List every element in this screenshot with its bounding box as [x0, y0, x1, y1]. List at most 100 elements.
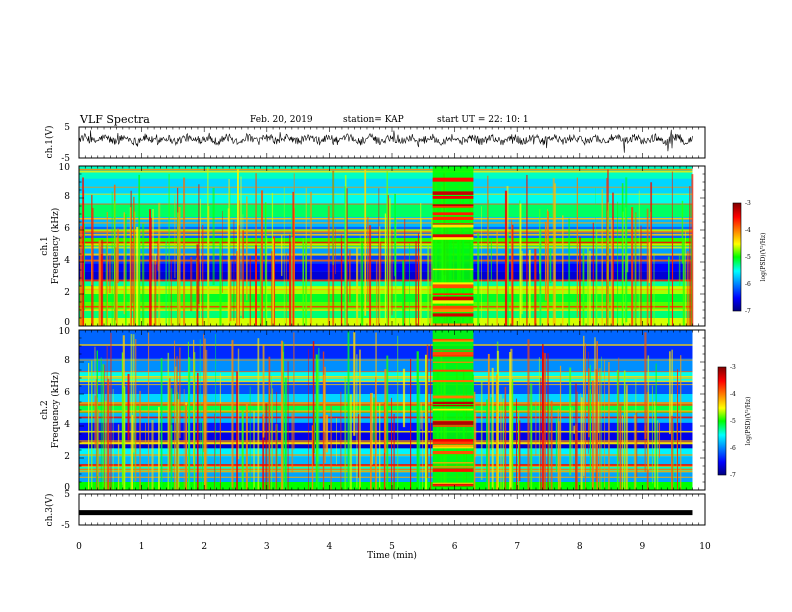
spectrogram-streak [504, 386, 507, 490]
spectrogram-streak [576, 177, 578, 318]
spectrogram-streak [133, 196, 135, 326]
ch1-waveform-trace [79, 129, 693, 153]
spectrogram-burst-line [432, 405, 474, 407]
spectrogram-streak [336, 418, 337, 465]
spectrogram-streak [241, 409, 244, 490]
spectrogram-streak [689, 261, 692, 326]
spectrogram-streak [369, 393, 372, 490]
spectrogram-streak [598, 401, 600, 433]
spectrogram-streak [568, 218, 571, 326]
spectrogram-burst-line [432, 305, 474, 309]
spectrogram-burst-line [432, 450, 474, 455]
ch1-ytick-bottom: -5 [61, 154, 70, 164]
ch1-ytick-top: 5 [64, 123, 70, 133]
spectrogram-burst-line [432, 293, 474, 296]
spectrogram-streak [130, 333, 133, 490]
spectrogram-streak [544, 353, 546, 490]
spectrogram-streak [519, 203, 522, 326]
spectrogram-streak [154, 253, 157, 265]
spectrogram-streak [557, 408, 559, 481]
spectrogram-streak [555, 418, 558, 472]
spectrogram-streak [344, 376, 347, 490]
spectrogram-streak [416, 351, 419, 490]
spectrogram-line [79, 168, 693, 171]
spectrogram-streak [607, 210, 608, 326]
spectrogram-streak [116, 228, 119, 283]
cb1-label: log(PSD)(V²/Hz) [760, 233, 767, 282]
spectrogram-streak [596, 231, 598, 326]
spectrogram-streak [215, 333, 217, 490]
spectrogram-streak [95, 378, 98, 490]
spectrogram-streak [104, 364, 106, 490]
spectrogram-streak [80, 225, 83, 326]
spectrogram-streak [190, 256, 193, 312]
spectrogram-streak [270, 251, 273, 326]
spec1-ylabel-channel: ch.1 [40, 236, 50, 255]
spectrogram-streak [610, 219, 613, 326]
spectrogram-streak [280, 340, 284, 490]
spectrogram-streak [266, 236, 268, 326]
spectrogram-streak [122, 388, 125, 490]
spectrogram-streak [346, 188, 348, 326]
spectrogram-streak [257, 338, 260, 490]
spectrogram-streak [284, 377, 287, 490]
spec2-ytick-8: 8 [64, 356, 70, 366]
spectrogram-streak [183, 177, 186, 326]
spectrogram-streak [420, 203, 422, 326]
spectrogram-streak [170, 260, 172, 326]
spectrogram-streak [625, 385, 628, 490]
spectrogram-streak [335, 227, 336, 275]
spectrogram-streak [98, 240, 101, 326]
spectrogram-streak [391, 397, 393, 490]
spectrogram-streak [678, 255, 681, 286]
spectrogram-streak [104, 400, 107, 490]
xtick-9: 9 [640, 542, 646, 552]
spectrogram-burst-line [432, 447, 474, 449]
spectrogram-streak [575, 383, 577, 490]
spectrogram-streak [585, 343, 586, 490]
spectrogram-streak [229, 259, 232, 322]
spectrogram-burst-line [432, 223, 474, 225]
spectrogram-streak [671, 415, 673, 490]
spectrogram-streak [677, 369, 679, 490]
spectrogram-burst-line [432, 380, 474, 383]
spectrogram-streak [672, 421, 674, 490]
spectrogram-streak [168, 174, 170, 326]
cb1-tick-m3: -3 [745, 200, 751, 207]
spectrogram-streak [349, 249, 351, 303]
spectrogram-streak [473, 391, 476, 490]
spectrogram-streak [587, 248, 589, 326]
spectrogram-streak [240, 176, 242, 316]
spectrogram-streak [491, 367, 494, 490]
spectrogram-streak [177, 212, 179, 326]
spectrogram-streak [481, 206, 482, 326]
spectrogram-streak [373, 397, 375, 443]
spectrogram-streak [668, 256, 670, 326]
spectrogram-band [79, 482, 693, 490]
spectrogram-streak [200, 198, 201, 326]
spectrogram-streak [265, 403, 268, 490]
spectrogram-streak [201, 421, 204, 490]
spectrogram-streak [233, 220, 235, 321]
spectrogram-streak [291, 412, 294, 473]
cb2-tick-m4: -4 [730, 391, 736, 398]
spectrogram-band [79, 346, 693, 359]
spectrogram-burst-line [432, 438, 474, 443]
spectrogram-streak [502, 398, 504, 490]
spectrogram-streak [559, 365, 562, 490]
spectrogram-burst-line [432, 354, 474, 357]
spectrogram-streak [379, 226, 381, 326]
spectrogram-streak [576, 391, 578, 490]
spectrogram-streak [193, 339, 195, 465]
figure-title: VLF Spectra [79, 113, 150, 126]
spectrogram-streak [214, 413, 216, 490]
spectrogram-streak [242, 214, 244, 326]
spectrogram-streak [91, 360, 93, 490]
spectrogram-streak [650, 182, 653, 326]
spectrogram-streak [196, 372, 199, 490]
spectrogram-streak [174, 195, 176, 278]
spectrogram-streak [100, 357, 102, 490]
spectrogram-streak [430, 219, 434, 326]
spectrogram-streak [152, 209, 154, 326]
spectrogram-streak [83, 189, 85, 326]
